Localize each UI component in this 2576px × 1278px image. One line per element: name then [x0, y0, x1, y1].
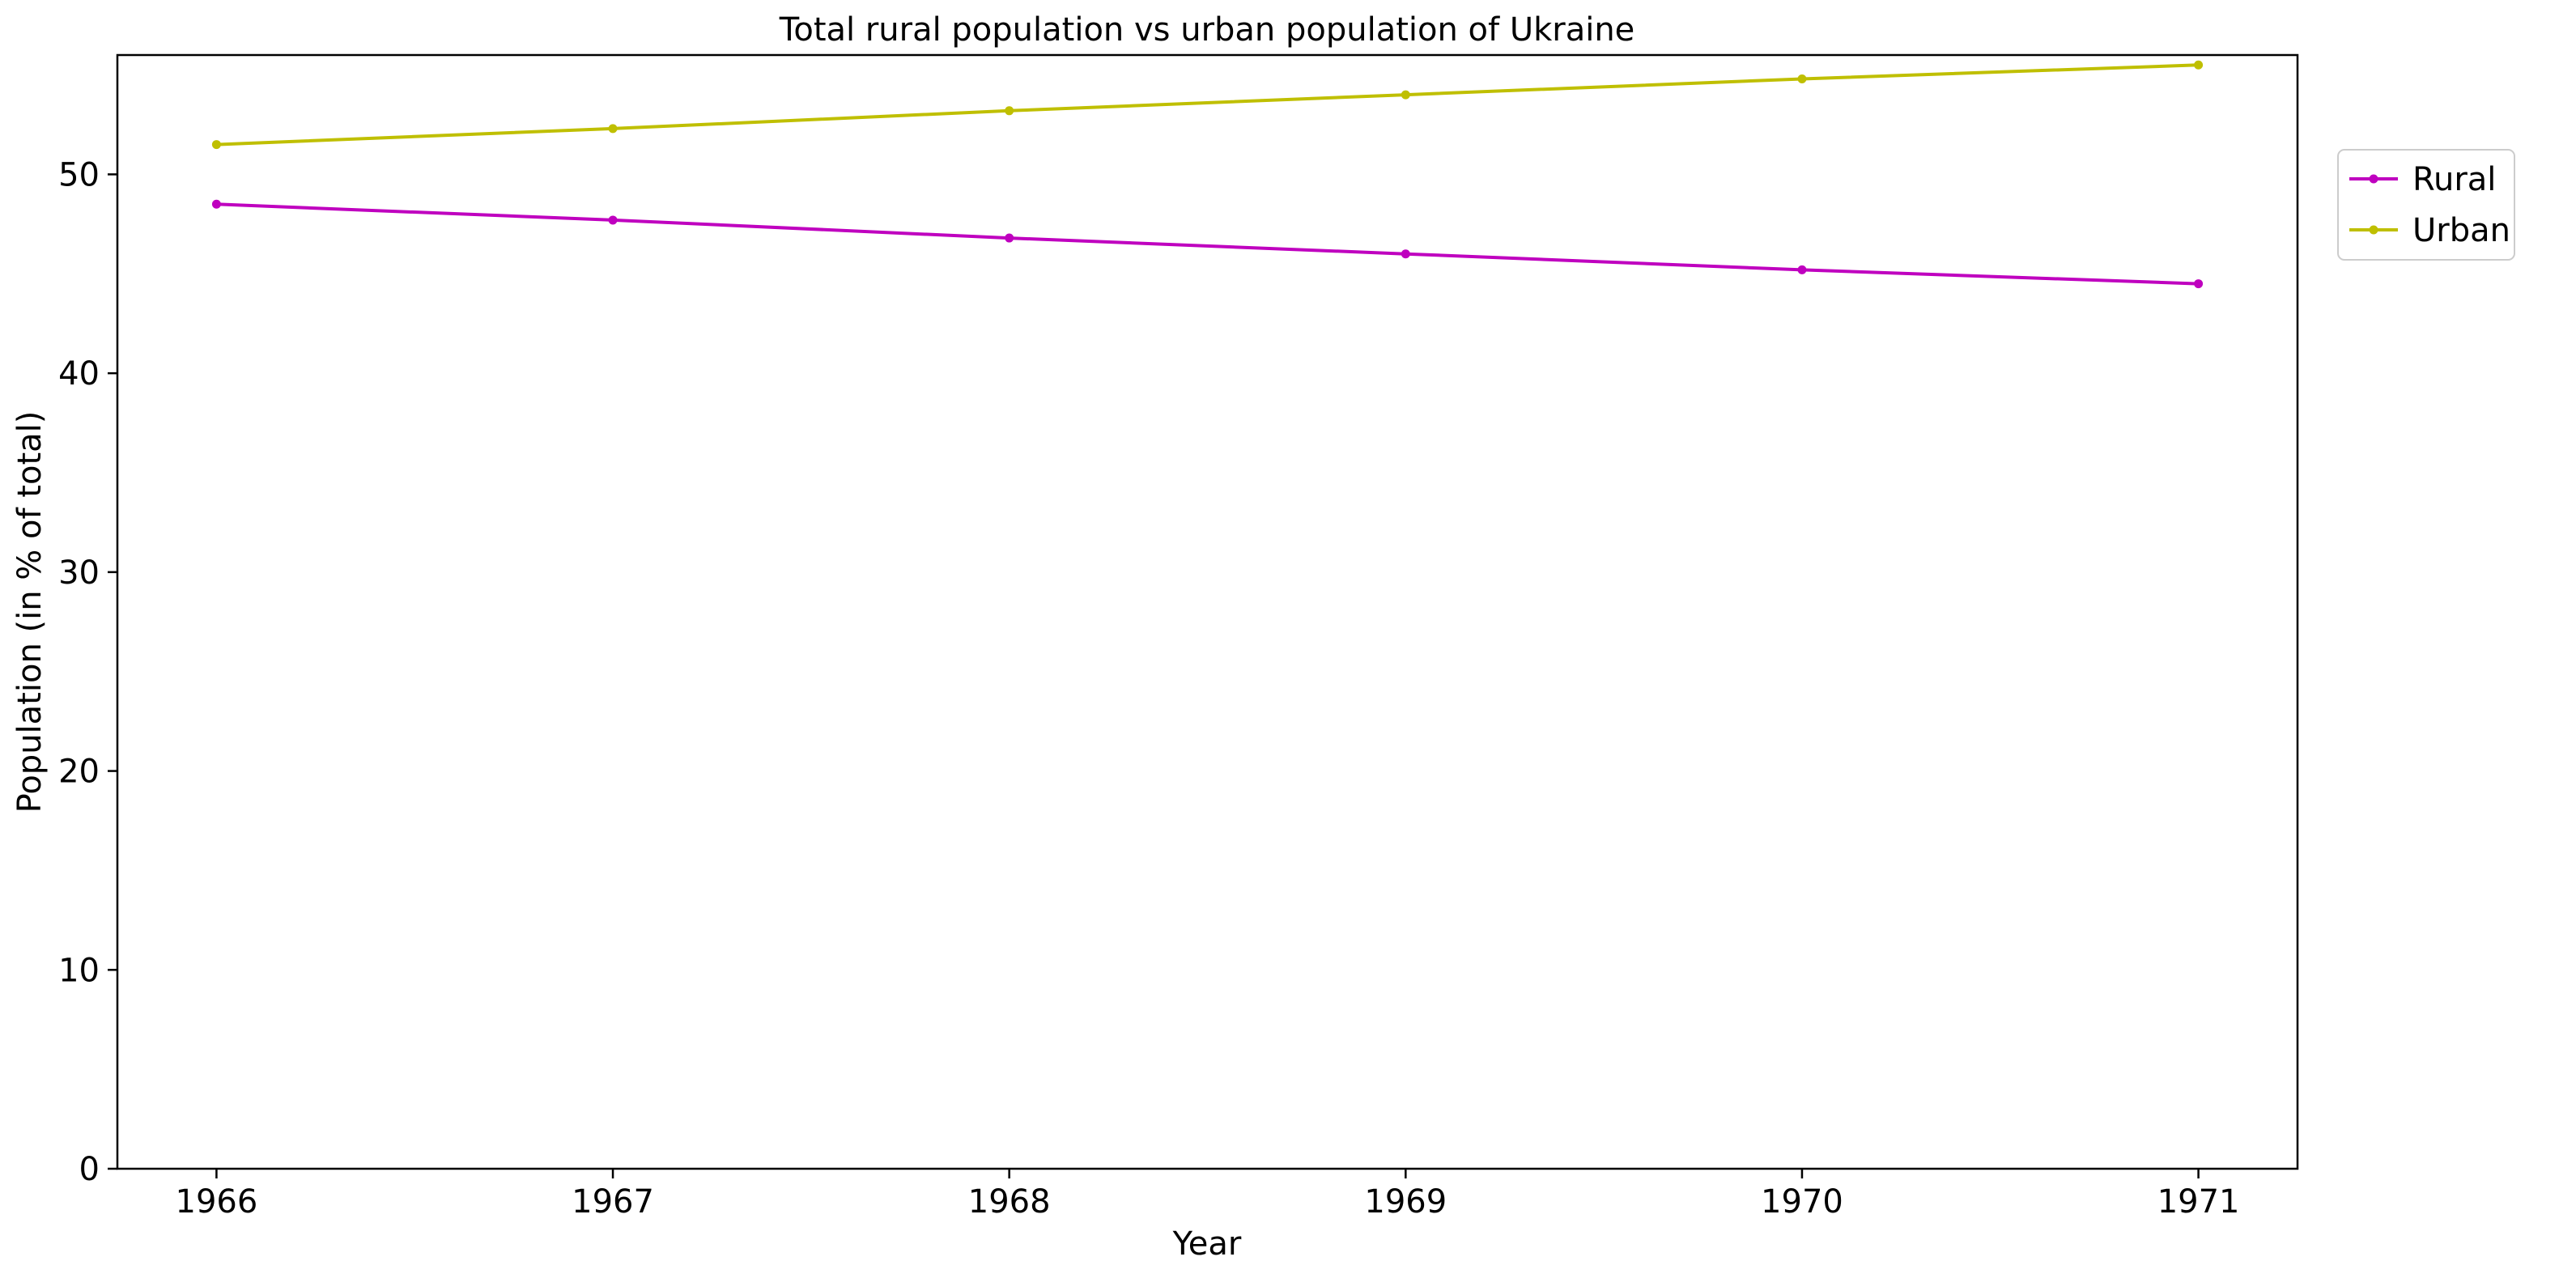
x-tick-label: 1966 — [176, 1183, 258, 1221]
data-point-urban — [211, 140, 221, 150]
data-point-rural — [2194, 279, 2204, 289]
data-point-rural — [1005, 233, 1014, 243]
y-tick-label: 20 — [58, 754, 100, 791]
data-point-urban — [1005, 106, 1014, 116]
x-tick-label: 1967 — [572, 1183, 654, 1221]
data-point-rural — [1797, 265, 1807, 274]
y-tick-label: 50 — [58, 156, 100, 193]
y-axis-label: Population (in % of total) — [11, 411, 49, 813]
x-axis-ticks: 1966 1967 1968 1969 1970 1971 — [176, 1169, 2240, 1221]
data-point-rural — [608, 215, 618, 225]
legend-marker-urban — [2369, 225, 2378, 235]
x-tick-label: 1970 — [1761, 1183, 1843, 1221]
y-axis-ticks: 0 10 20 30 40 50 — [58, 156, 117, 1188]
data-point-rural — [211, 199, 221, 209]
data-point-urban — [2194, 60, 2204, 70]
legend: Rural Urban — [2337, 149, 2515, 261]
x-axis-label: Year — [1172, 1225, 1242, 1263]
legend-marker-rural — [2369, 174, 2378, 184]
x-tick-label: 1968 — [968, 1183, 1051, 1221]
series-line-urban — [216, 63, 2199, 146]
data-point-rural — [1401, 249, 1410, 259]
y-tick-label: 40 — [58, 355, 100, 393]
data-point-urban — [1401, 90, 1410, 100]
plot-area — [116, 53, 2299, 1170]
series-layer — [211, 60, 2204, 289]
x-tick-label: 1971 — [2157, 1183, 2240, 1221]
chart-title: Total rural population vs urban populati… — [779, 11, 1635, 49]
legend-label-rural: Rural — [2412, 161, 2496, 198]
data-point-urban — [1797, 74, 1807, 83]
x-tick-label: 1969 — [1364, 1183, 1447, 1221]
legend-label-urban: Urban — [2412, 212, 2510, 249]
y-tick-label: 10 — [58, 952, 100, 989]
series-line-rural — [216, 202, 2199, 286]
data-point-urban — [608, 124, 618, 134]
y-tick-label: 30 — [58, 554, 100, 592]
y-tick-label: 0 — [79, 1151, 100, 1188]
